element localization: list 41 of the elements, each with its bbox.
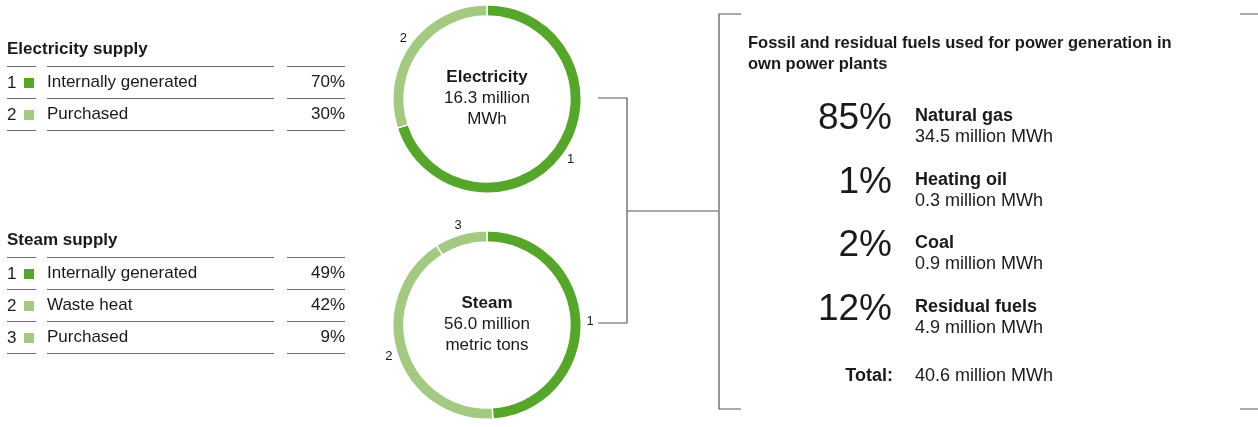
text: 56.0 million metric tons [444,313,530,354]
text: 1 [7,73,17,92]
text: 34.5 million MWh [915,126,1054,146]
text: 3 [7,328,17,347]
legend-label: Internally generated [47,72,198,91]
text: 4.9 million MWh [915,317,1044,338]
text: 2 [399,29,408,45]
text: 3 [454,217,462,233]
text: 2 [385,348,393,364]
text: 0.3 million MWh [915,189,1044,210]
text: Fossil and residual fuels used for power generation in own power plants [748,33,1172,72]
text: 12% [817,287,892,329]
text: 2 [7,296,17,315]
text: 1 [566,151,575,167]
text: 0.9 million MWh [915,253,1044,274]
text: 1% [838,159,892,201]
text: Heating oil [915,168,1008,189]
data-label: 30% [310,104,345,123]
text: 1 [7,264,17,283]
text: 1 [586,313,594,329]
legend-title: Electricity supply [7,39,148,58]
data-label: 49% [310,263,345,282]
legend-label: Waste heat [47,295,133,314]
text: Coal [915,232,955,253]
text: 2 [7,105,17,124]
text: 40.6 million MWh [915,365,1054,386]
legend-label: Purchased [47,104,129,123]
data-label: 42% [310,295,345,314]
text: 85% [817,96,892,137]
text: Natural gas [915,105,1014,125]
legend-label: Purchased [47,327,129,346]
text: Total: [845,365,893,386]
data-label: 9% [320,327,345,346]
text: Residual fuels [915,296,1038,317]
text: 16.3 million MWh [444,87,530,128]
text: Electricity [446,66,528,86]
data-label: 70% [310,72,345,91]
legend-title: Steam supply [7,230,118,249]
text: Steam [461,292,513,312]
text: 2% [838,223,892,265]
legend-label: Internally generated [47,263,198,282]
